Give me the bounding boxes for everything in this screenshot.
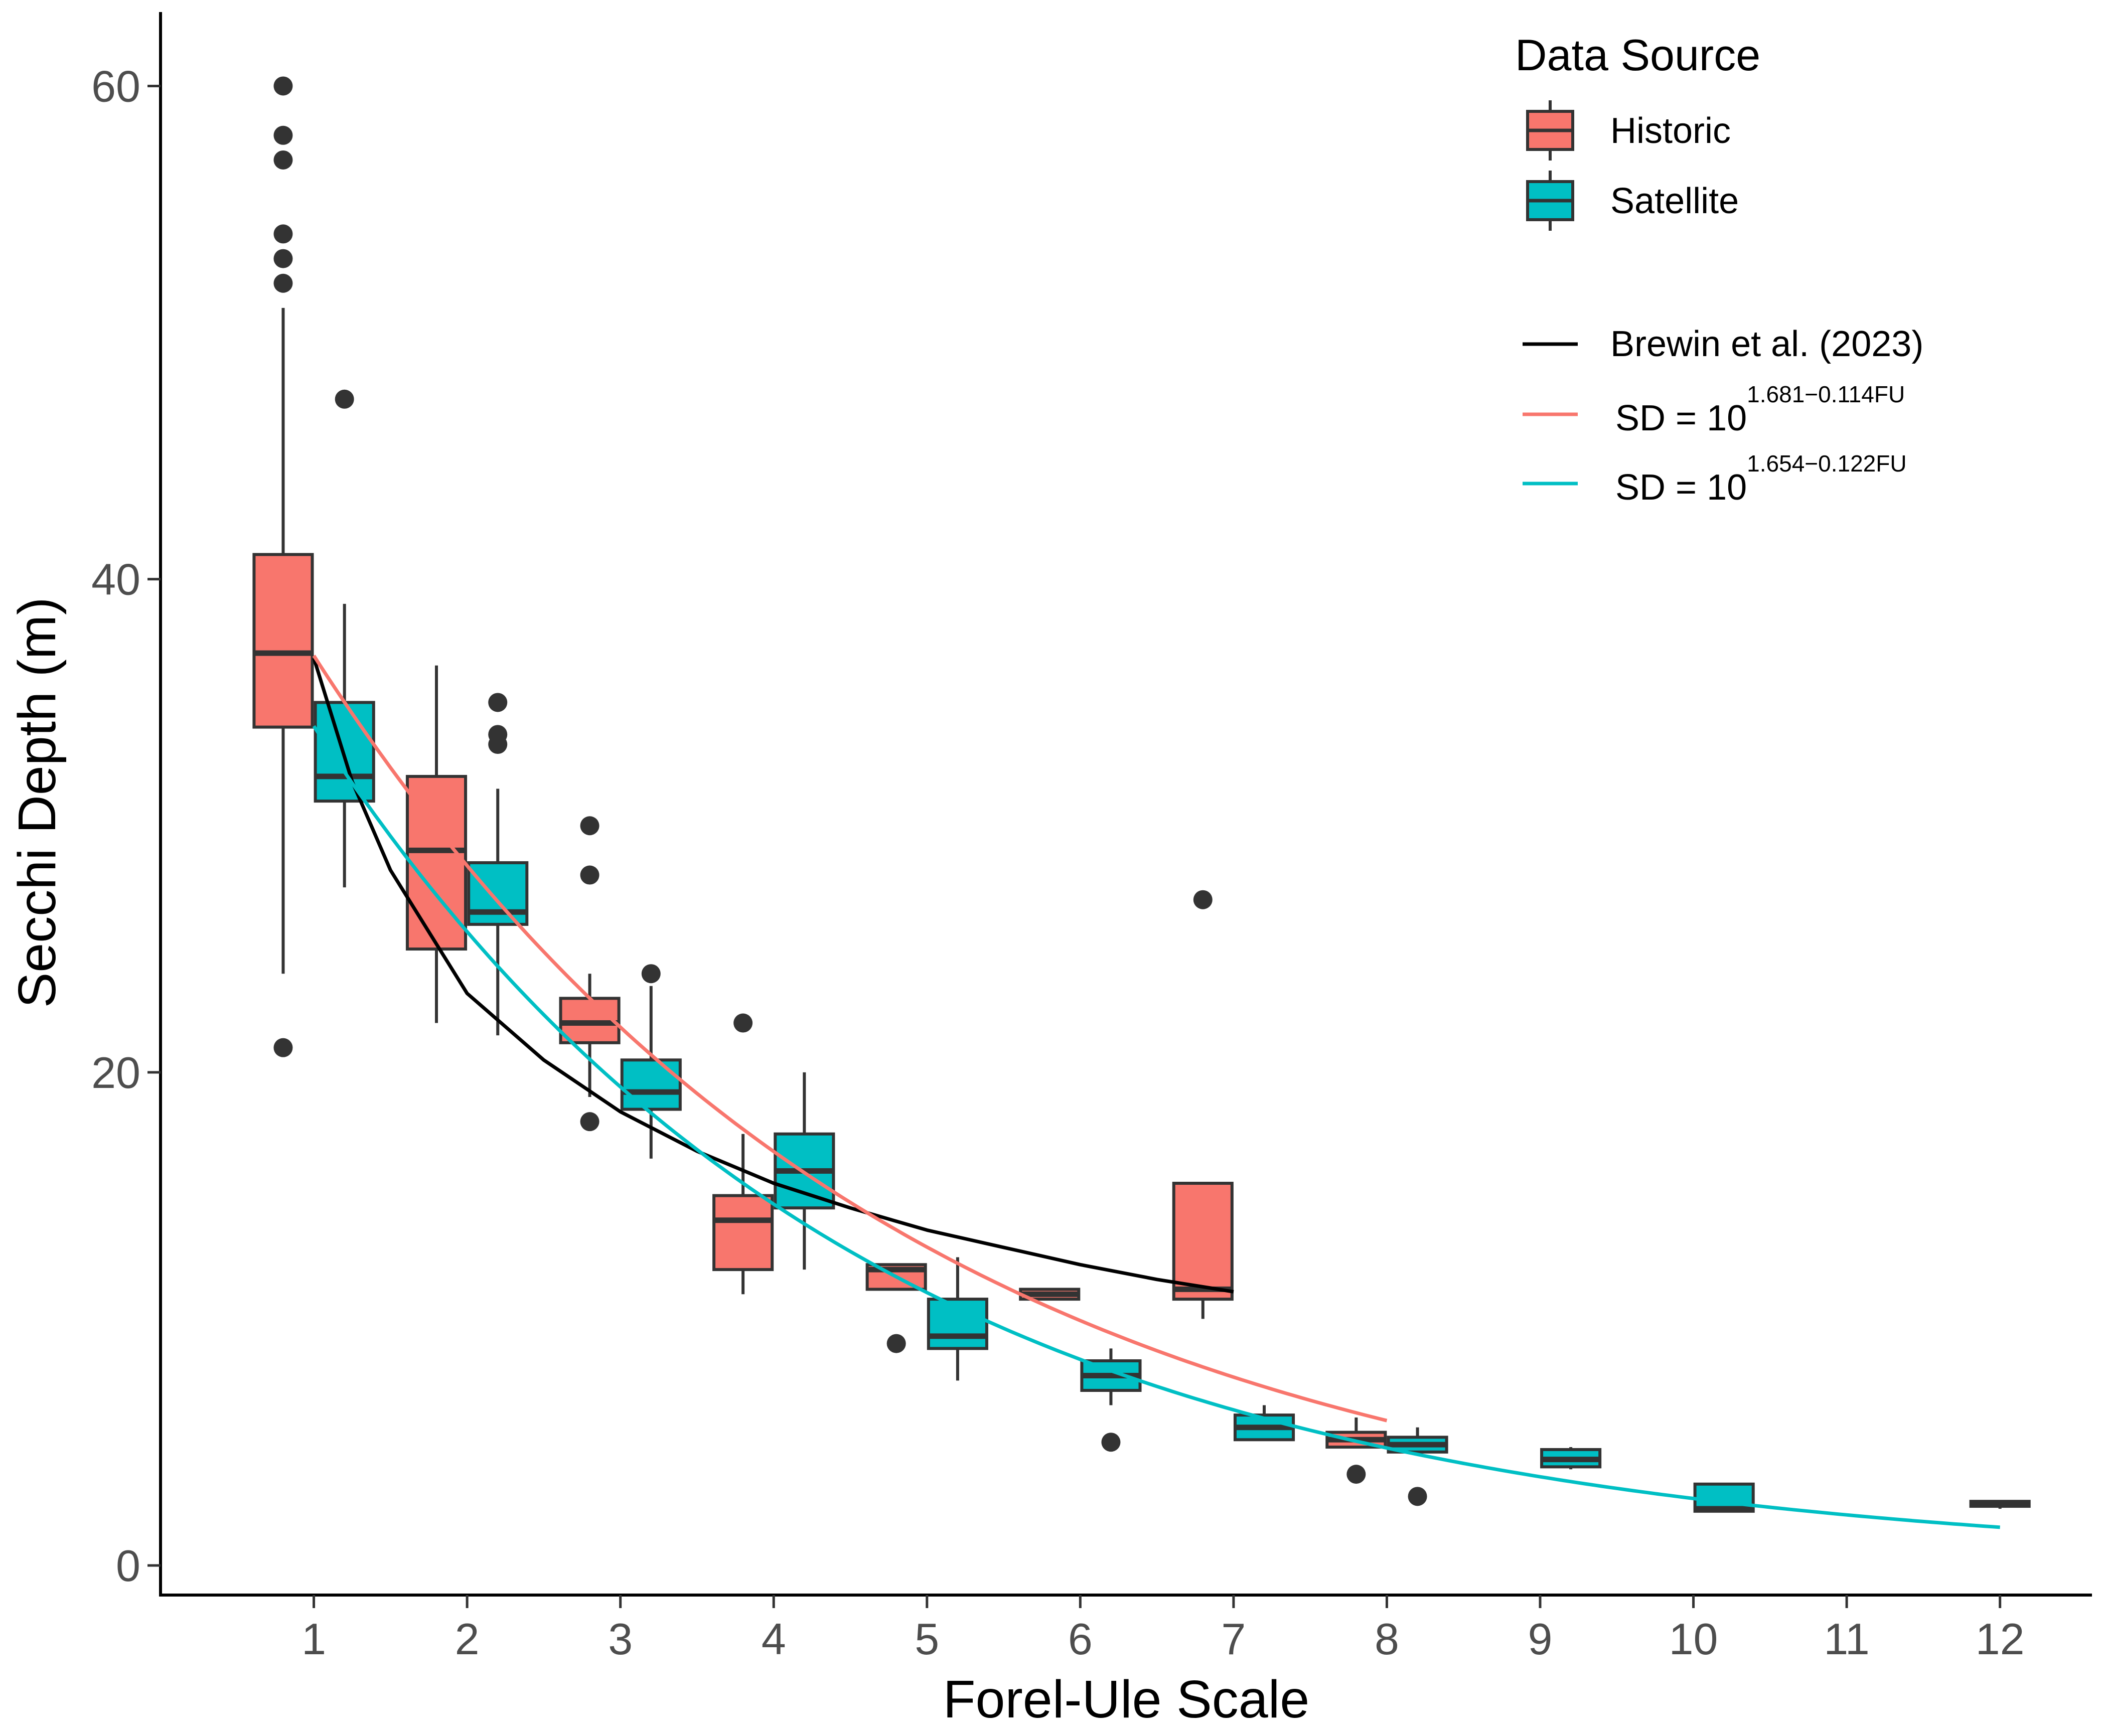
- legend-item-historic-fit: SD = 101.681−0.114FU: [1523, 381, 1905, 438]
- box-historic-fu4: [712, 1013, 774, 1295]
- x-tick-label-12: 12: [1976, 1614, 2025, 1664]
- box-historic-fu2: [405, 665, 468, 1023]
- outlier-point: [273, 249, 293, 268]
- legend: Data Source Historic Satellite Brewin et…: [1515, 30, 1923, 508]
- x-tick-label-1: 1: [302, 1614, 326, 1664]
- outlier-point: [273, 150, 293, 170]
- x-tick-label-11: 11: [1824, 1614, 1869, 1664]
- outlier-point: [273, 76, 293, 96]
- legend-satellite-fit-prefix: SD = 10: [1615, 467, 1747, 508]
- outlier-point: [886, 1334, 906, 1353]
- outlier-point: [488, 725, 508, 744]
- legend-label-satellite-fit: SD = 101.654−0.122FU: [1615, 450, 1907, 508]
- outlier-point: [1193, 890, 1213, 909]
- box-satellite-fu10: [1693, 1482, 1755, 1513]
- box-body: [252, 553, 314, 729]
- box-historic-fu7: [1172, 890, 1234, 1319]
- outlier-point: [273, 1038, 293, 1057]
- box-extra-fu12: [1969, 1500, 2031, 1509]
- x-tick-label-6: 6: [1068, 1614, 1093, 1664]
- legend-historic-fit-exponent: 1.681−0.114FU: [1747, 381, 1905, 407]
- legend-label-satellite: Satellite: [1610, 181, 1739, 221]
- x-axis-title: Forel-Ule Scale: [943, 1670, 1309, 1729]
- outlier-point: [580, 1112, 599, 1132]
- x-tick-label-8: 8: [1375, 1614, 1399, 1664]
- box-historic-fu3: [559, 816, 621, 1132]
- box-satellite-fu8: [1387, 1427, 1448, 1506]
- legend-label-historic-fit: SD = 101.681−0.114FU: [1615, 381, 1905, 438]
- y-tick-label-20: 20: [91, 1048, 140, 1097]
- outlier-point: [273, 273, 293, 293]
- legend-item-satellite: Satellite: [1526, 171, 1739, 231]
- x-tick-label-9: 9: [1528, 1614, 1553, 1664]
- outlier-point: [488, 693, 508, 712]
- axes-layer: [159, 12, 2092, 1597]
- box-satellite-fu3: [620, 964, 682, 1159]
- legend-item-brewin: Brewin et al. (2023): [1523, 324, 1923, 364]
- x-tick-label-2: 2: [455, 1614, 480, 1664]
- box-body: [620, 1058, 682, 1111]
- curves-layer: [312, 655, 2000, 1529]
- legend-item-historic: Historic: [1526, 100, 1731, 161]
- legend-title: Data Source: [1515, 30, 1760, 80]
- y-tick-label-40: 40: [91, 555, 140, 604]
- box-body: [1172, 1182, 1234, 1301]
- y-tick-label-0: 0: [116, 1541, 140, 1591]
- x-tick-label-3: 3: [608, 1614, 633, 1664]
- x-tick-label-10: 10: [1669, 1614, 1718, 1664]
- box-satellite-fu9: [1540, 1447, 1602, 1470]
- y-axis-title: Secchi Depth (m): [8, 597, 67, 1008]
- box-historic-fu8: [1325, 1417, 1387, 1484]
- legend-item-satellite-fit: SD = 101.654−0.122FU: [1523, 450, 1907, 508]
- box-historic-fu5: [865, 1263, 927, 1353]
- outlier-point: [641, 964, 661, 984]
- outlier-point: [1408, 1487, 1427, 1506]
- outlier-point: [733, 1013, 753, 1033]
- legend-label-brewin: Brewin et al. (2023): [1610, 324, 1923, 364]
- outlier-point: [580, 816, 599, 836]
- box-satellite-fu6: [1080, 1348, 1142, 1452]
- box-body: [467, 861, 529, 926]
- x-tick-label-5: 5: [915, 1614, 939, 1664]
- boxes-layer: [252, 76, 2031, 1513]
- curve-historic-fit: [312, 655, 1388, 1423]
- legend-label-historic: Historic: [1610, 111, 1731, 151]
- outlier-point: [1346, 1465, 1366, 1484]
- x-tick-label-7: 7: [1221, 1614, 1246, 1664]
- box-historic-fu1: [252, 76, 314, 1057]
- box-body: [712, 1194, 774, 1272]
- outlier-point: [273, 224, 293, 244]
- legend-historic-fit-prefix: SD = 10: [1615, 398, 1747, 438]
- outlier-point: [580, 865, 599, 885]
- x-tick-label-4: 4: [762, 1614, 786, 1664]
- outlier-point: [335, 389, 354, 409]
- curve-brewin: [312, 657, 1234, 1294]
- legend-satellite-fit-exponent: 1.654−0.122FU: [1747, 450, 1906, 477]
- outlier-point: [273, 125, 293, 145]
- y-tick-label-60: 60: [91, 61, 140, 111]
- curve-satellite-fit: [312, 725, 2000, 1529]
- box-satellite-fu5: [927, 1257, 988, 1381]
- outlier-point: [1101, 1433, 1121, 1452]
- box-satellite-fu2: [467, 693, 529, 1036]
